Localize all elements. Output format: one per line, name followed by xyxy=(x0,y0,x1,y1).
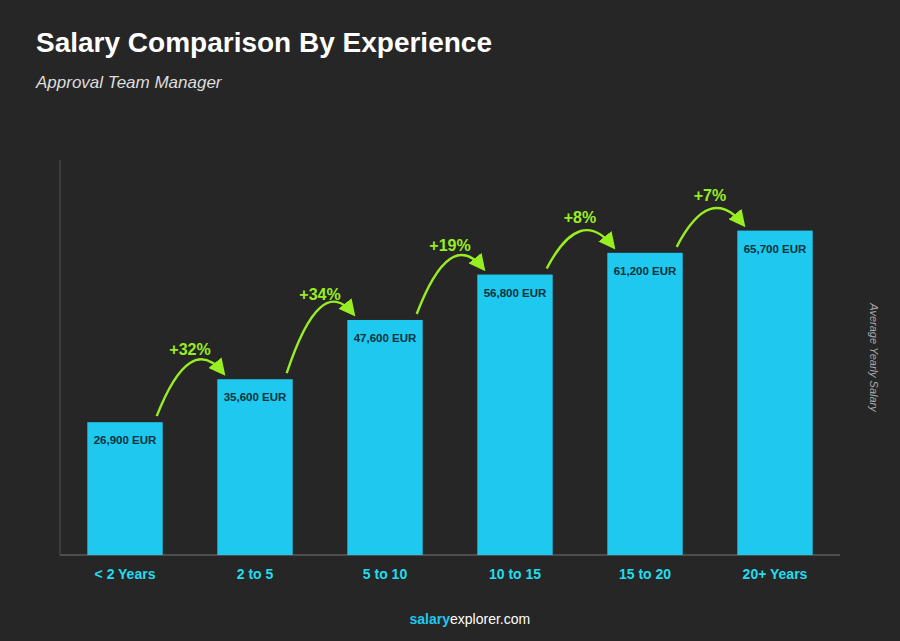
x-tick-label: < 2 Years xyxy=(95,566,156,582)
growth-label: +7% xyxy=(694,187,726,204)
footer-domain: explorer.com xyxy=(450,611,530,627)
y-axis-label: Average Yearly Salary xyxy=(868,302,880,413)
data-label: 65,700 EUR xyxy=(744,243,807,255)
bar xyxy=(607,253,682,555)
chart-container: Salary Comparison By Experience Approval … xyxy=(0,0,900,641)
data-label: 47,600 EUR xyxy=(354,332,417,344)
footer-brand: salary xyxy=(410,611,451,627)
x-axis-line xyxy=(60,555,840,556)
title: Salary Comparison By Experience xyxy=(36,27,492,58)
bar xyxy=(347,320,422,555)
growth-label: +34% xyxy=(299,286,340,303)
bar xyxy=(217,379,292,555)
chart-svg: Salary Comparison By Experience Approval … xyxy=(0,0,900,641)
x-tick-label: 2 to 5 xyxy=(237,566,274,582)
background xyxy=(0,0,900,641)
growth-arrow xyxy=(677,208,744,247)
bar xyxy=(87,422,162,555)
growth-arrow xyxy=(157,359,224,416)
subtitle: Approval Team Manager xyxy=(35,73,223,92)
x-tick-label: 20+ Years xyxy=(743,566,808,582)
x-tick-label: 5 to 10 xyxy=(363,566,408,582)
growth-label: +8% xyxy=(564,209,596,226)
bars xyxy=(87,231,812,555)
growth-label: +32% xyxy=(169,341,210,358)
data-label: 26,900 EUR xyxy=(94,434,157,446)
growth-label: +19% xyxy=(429,237,470,254)
growth-arrow xyxy=(287,302,354,374)
y-axis-line xyxy=(60,160,61,555)
data-label: 35,600 EUR xyxy=(224,391,287,403)
bar xyxy=(737,231,812,555)
growth-arrow xyxy=(417,255,484,314)
x-tick-label: 10 to 15 xyxy=(489,566,541,582)
data-label: 56,800 EUR xyxy=(484,287,547,299)
data-label: 61,200 EUR xyxy=(614,265,677,277)
x-tick-label: 15 to 20 xyxy=(619,566,671,582)
growth-arrow xyxy=(547,230,614,268)
annotations: +32% +34% +19% +8% +7% xyxy=(157,187,744,416)
bar xyxy=(477,275,552,555)
